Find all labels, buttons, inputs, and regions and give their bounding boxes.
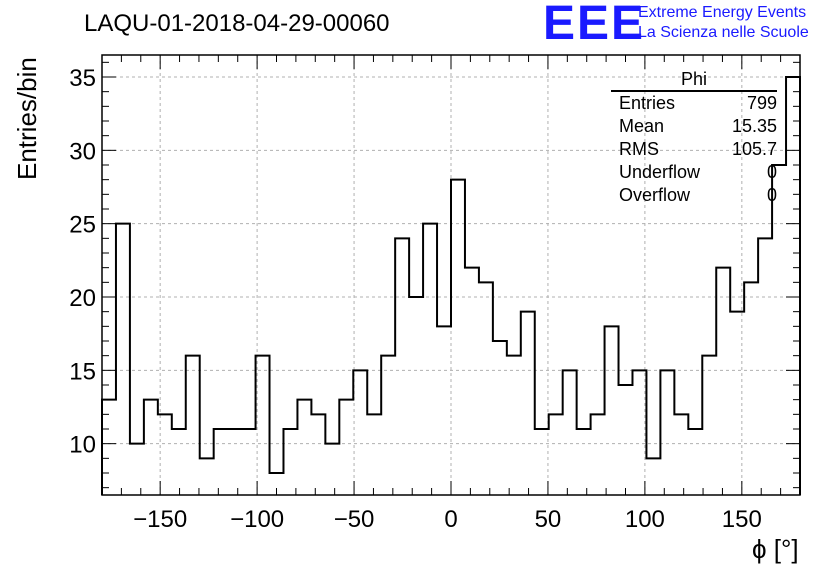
stats-row: Entries 799 bbox=[611, 92, 777, 115]
histogram-bin bbox=[619, 385, 633, 495]
histogram-bin bbox=[325, 444, 339, 495]
histogram-bin bbox=[549, 414, 563, 495]
stats-row: RMS 105.7 bbox=[611, 138, 777, 161]
histogram-bin bbox=[423, 224, 437, 495]
histogram-bin bbox=[311, 414, 325, 495]
eee-logo: EEE bbox=[543, 0, 646, 50]
x-tick-label: 50 bbox=[535, 506, 562, 533]
histogram-bin bbox=[660, 370, 674, 495]
stats-label: Overflow bbox=[619, 185, 691, 205]
x-tick-label: 150 bbox=[722, 506, 762, 533]
histogram-bin bbox=[716, 268, 730, 495]
stats-box: Phi Entries 799 Mean 15.35 RMS 105.7 Underf… bbox=[611, 68, 777, 207]
histogram-series bbox=[101, 76, 801, 495]
stats-value: 0 bbox=[766, 185, 777, 205]
logo-line-1: Extreme Energy Events bbox=[638, 4, 807, 21]
histogram-bin bbox=[758, 238, 772, 495]
stats-label: Entries bbox=[619, 93, 676, 113]
histogram-bin bbox=[479, 282, 493, 495]
histogram-bin bbox=[297, 400, 311, 495]
histogram-bin bbox=[521, 312, 535, 495]
stats-value: 0 bbox=[766, 162, 777, 182]
histogram-bin bbox=[339, 400, 353, 495]
stats-row: Underflow 0 bbox=[611, 161, 777, 184]
histogram-bin bbox=[395, 238, 409, 495]
stats-label: Underflow bbox=[619, 162, 701, 182]
histogram-bin bbox=[702, 356, 716, 495]
x-tick-label: −100 bbox=[230, 506, 284, 533]
stats-value: 799 bbox=[746, 93, 777, 113]
histogram-bin bbox=[437, 326, 451, 495]
histogram-bin bbox=[172, 429, 186, 495]
stats-value: 105.7 bbox=[731, 139, 777, 159]
histogram-bin bbox=[214, 429, 228, 495]
histogram-bin bbox=[744, 282, 758, 495]
histogram-bin bbox=[632, 370, 646, 495]
y-tick-label: 20 bbox=[69, 285, 96, 312]
y-tick-label: 15 bbox=[69, 358, 96, 385]
stats-title: Phi bbox=[611, 68, 777, 92]
histogram-bin bbox=[577, 429, 591, 495]
histogram-bin bbox=[409, 297, 423, 495]
histogram-bin bbox=[688, 429, 702, 495]
histogram-bin bbox=[186, 356, 200, 495]
histogram-bin bbox=[367, 414, 381, 495]
logo-line-2: La Scienza nelle Scuole bbox=[638, 24, 809, 41]
histogram-bin bbox=[116, 224, 130, 495]
histogram-bin bbox=[200, 458, 214, 495]
histogram-bin bbox=[730, 312, 744, 495]
histogram-bin bbox=[144, 400, 158, 495]
histogram-bin bbox=[256, 356, 270, 495]
x-tick-label: −50 bbox=[334, 506, 375, 533]
histogram-bin bbox=[591, 414, 605, 495]
stats-row: Overflow 0 bbox=[611, 184, 777, 207]
histogram-bin bbox=[646, 458, 660, 495]
y-axis-label: Entries/bin bbox=[12, 57, 42, 180]
histogram-bin bbox=[507, 356, 521, 495]
stats-row: Mean 15.35 bbox=[611, 115, 777, 138]
histogram-bin bbox=[493, 341, 507, 495]
x-tick-label: −150 bbox=[133, 506, 187, 533]
histogram-bin bbox=[353, 370, 367, 495]
histogram-bin bbox=[674, 414, 688, 495]
stats-label: Mean bbox=[619, 116, 665, 136]
histogram-bin bbox=[242, 429, 256, 495]
stats-label: RMS bbox=[619, 139, 659, 159]
histogram-bin bbox=[228, 429, 242, 495]
x-tick-label: 0 bbox=[444, 506, 457, 533]
histogram-bin bbox=[465, 268, 479, 495]
histogram-bin bbox=[786, 77, 800, 495]
histogram-bin bbox=[451, 180, 465, 495]
y-tick-label: 35 bbox=[69, 65, 96, 92]
histogram-bin bbox=[535, 429, 549, 495]
y-tick-label: 30 bbox=[69, 138, 96, 165]
x-axis-label: ϕ [°] bbox=[752, 534, 799, 564]
histogram-bin bbox=[605, 326, 619, 495]
histogram-bin bbox=[772, 165, 786, 495]
histogram-bin bbox=[283, 429, 297, 495]
y-tick-label: 25 bbox=[69, 212, 96, 239]
histogram-bin bbox=[563, 370, 577, 495]
x-tick-label: 100 bbox=[625, 506, 665, 533]
y-tick-label: 10 bbox=[69, 432, 96, 459]
histogram-bin bbox=[130, 444, 144, 495]
stats-value: 15.35 bbox=[731, 116, 777, 136]
chart-title: LAQU-01-2018-04-29-00060 bbox=[84, 10, 390, 37]
histogram-bin bbox=[381, 356, 395, 495]
